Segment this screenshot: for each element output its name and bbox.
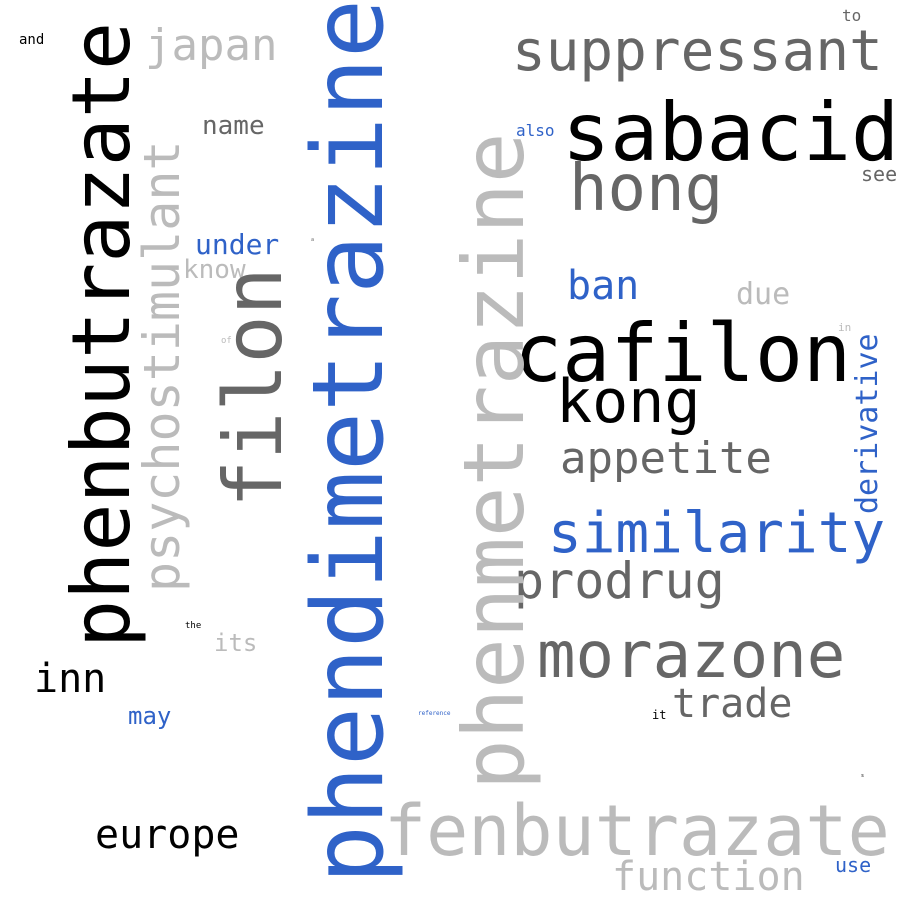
word-in: in — [838, 321, 852, 334]
word-function: function — [612, 854, 805, 900]
word-see: see — [861, 162, 898, 186]
word-know: know — [183, 255, 246, 285]
word-europe: europe — [95, 812, 240, 858]
word-also: also — [516, 121, 555, 140]
word-of: of — [221, 336, 232, 346]
word-fenbutrazate: fenbutrazate — [384, 790, 890, 872]
word-kong: kong — [556, 367, 701, 437]
word-psychostimulant: psychostimulant — [133, 140, 191, 592]
word-may: may — [128, 702, 172, 730]
word-the: the — [185, 621, 202, 631]
word-filon: filon — [207, 267, 300, 508]
word-name: name — [202, 111, 265, 141]
word-trade: trade — [672, 681, 793, 727]
word-use: use — [835, 853, 872, 877]
word-suppressant: suppressant — [512, 19, 883, 84]
word-ban: ban — [567, 263, 640, 309]
word-phenmetrazine: phenmetrazine — [445, 132, 543, 790]
word-its: its — [214, 629, 258, 657]
word-tiny-2: s — [861, 773, 865, 779]
word-due: due — [736, 277, 791, 312]
word-phenbutrazate: phenbutrazate — [55, 21, 148, 648]
word-tiny-1: a — [311, 237, 315, 243]
word-similarity: similarity — [548, 501, 886, 566]
word-appetite: appetite — [560, 433, 772, 484]
word-and: and — [19, 32, 45, 48]
word-prodrug: prodrug — [514, 552, 725, 610]
word-sabacid: sabacid — [562, 86, 900, 179]
word-japan: japan — [145, 20, 278, 71]
word-cafilon: cafilon — [514, 307, 852, 400]
word-hong: hong — [569, 152, 724, 226]
word-morazone: morazone — [537, 619, 846, 693]
word-it: it — [652, 708, 667, 722]
word-reference: reference — [418, 710, 451, 717]
word-phendimetrazine: phendimetrazine — [292, 0, 406, 884]
word-inn: inn — [34, 656, 107, 702]
word-under: under — [195, 228, 280, 261]
word-to: to — [842, 6, 862, 25]
word-derivative: derivative — [850, 333, 885, 514]
